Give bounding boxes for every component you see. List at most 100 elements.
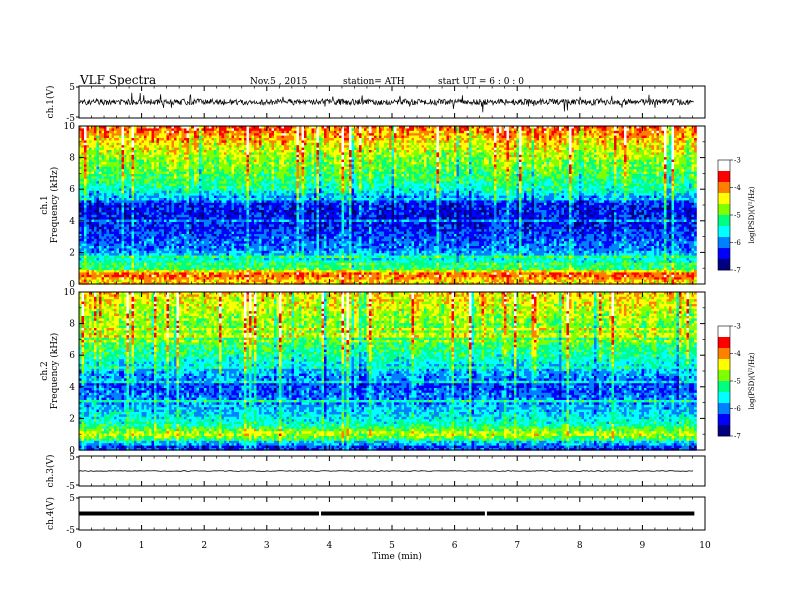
spectrogram-cell [137,215,140,218]
spectrogram-cell [134,203,137,206]
spectrogram-cell [162,172,165,175]
spectrogram-cell [172,179,175,182]
spectrogram-cell [174,138,177,141]
spectrogram-cell [124,172,127,175]
spectrogram-cell [172,239,175,242]
spectrogram-cell [157,260,160,263]
spectrogram-cell [132,184,135,187]
spectrogram-cell [154,136,157,139]
spectrogram-cell [102,157,105,160]
spectrogram-cell [147,212,150,215]
spectrogram-cell [89,260,92,263]
spectrogram-cell [117,277,120,280]
spectrogram-cell [134,215,137,218]
spectrogram-cell [167,208,170,211]
spectrogram-cell [144,150,147,153]
spectrogram-cell [134,167,137,170]
spectrogram-cell [89,241,92,244]
spectrogram-cell [129,210,132,213]
spectrogram-cell [149,191,152,194]
spectrogram-cell [84,265,87,268]
spectrogram-cell [177,203,180,206]
spectrogram-cell [132,200,135,203]
spectrogram-cell [87,208,90,211]
spectrogram-cell [127,148,130,151]
spectrogram-cell [84,140,87,143]
spectrogram-cell [147,229,150,232]
spectrogram-cell [134,270,137,273]
spectrogram-cell [107,138,110,141]
spectrogram-cell [87,224,90,227]
spectrogram-cell [132,193,135,196]
spectrogram-cell [159,270,162,273]
spectrogram-cell [99,196,102,199]
spectrogram-cell [169,251,172,254]
spectrogram-cell [132,265,135,268]
spectrogram-cell [157,196,160,199]
spectrogram-cell [104,220,107,223]
spectrogram-cell [147,248,150,251]
spectrogram-cell [97,196,100,199]
spectrogram-cell [177,277,180,280]
spectrogram-cell [82,248,85,251]
spectrogram-cell [124,179,127,182]
spectrogram-cell [112,176,115,179]
spectrogram-cell [124,246,127,249]
spectrogram-cell [152,217,155,220]
spectrogram-cell [92,222,95,225]
spectrogram-cell [124,217,127,220]
spectrogram-cell [157,215,160,218]
spectrogram-cell [159,258,162,261]
spectrogram-cell [114,191,117,194]
spectrogram-cell [144,172,147,175]
spectrogram-cell [99,203,102,206]
spectrogram-cell [147,210,150,213]
spectrogram-cell [119,145,122,148]
spectrogram-cell [87,191,90,194]
spectrogram-cell [114,212,117,215]
spectrogram-cell [132,176,135,179]
spectrogram-cell [174,160,177,163]
spectrogram-cell [109,196,112,199]
spectrogram-cell [172,167,175,170]
spectrogram-cell [107,275,110,278]
spectrogram-cell [124,167,127,170]
spectrogram-cell [87,246,90,249]
spectrogram-cell [137,155,140,158]
y-axis-label: ch.1(V) [45,86,56,119]
spectrogram-cell [172,145,175,148]
spectrogram-cell [144,280,147,283]
spectrogram-cell [104,169,107,172]
spectrogram-cell [114,234,117,237]
spectrogram-cell [164,239,167,242]
spectrogram-cell [162,229,165,232]
spectrogram-cell [137,205,140,208]
spectrogram-cell [107,143,110,146]
spectrogram-cell [94,148,97,151]
spectrogram-cell [149,128,152,131]
spectrogram-cell [174,191,177,194]
spectrogram-cell [114,222,117,225]
spectrogram-cell [84,212,87,215]
spectrogram-cell [99,241,102,244]
spectrogram-cell [139,253,142,256]
spectrogram-cell [154,155,157,158]
spectrogram-cell [157,263,160,266]
spectrogram-cell [152,212,155,215]
spectrogram-cell [102,140,105,143]
spectrogram-cell [152,167,155,170]
spectrogram-cell [147,160,150,163]
spectrogram-cell [147,148,150,151]
spectrogram-cell [97,152,100,155]
spectrogram-cell [169,140,172,143]
spectrogram-cell [87,196,90,199]
spectrogram-cell [124,176,127,179]
spectrogram-cell [179,215,182,218]
spectrogram-cell [177,260,180,263]
spectrogram-cell [114,143,117,146]
spectrogram-cell [167,152,170,155]
spectrogram-cell [159,239,162,242]
spectrogram-cell [109,188,112,191]
spectrogram-cell [179,145,182,148]
spectrogram-cell [132,174,135,177]
